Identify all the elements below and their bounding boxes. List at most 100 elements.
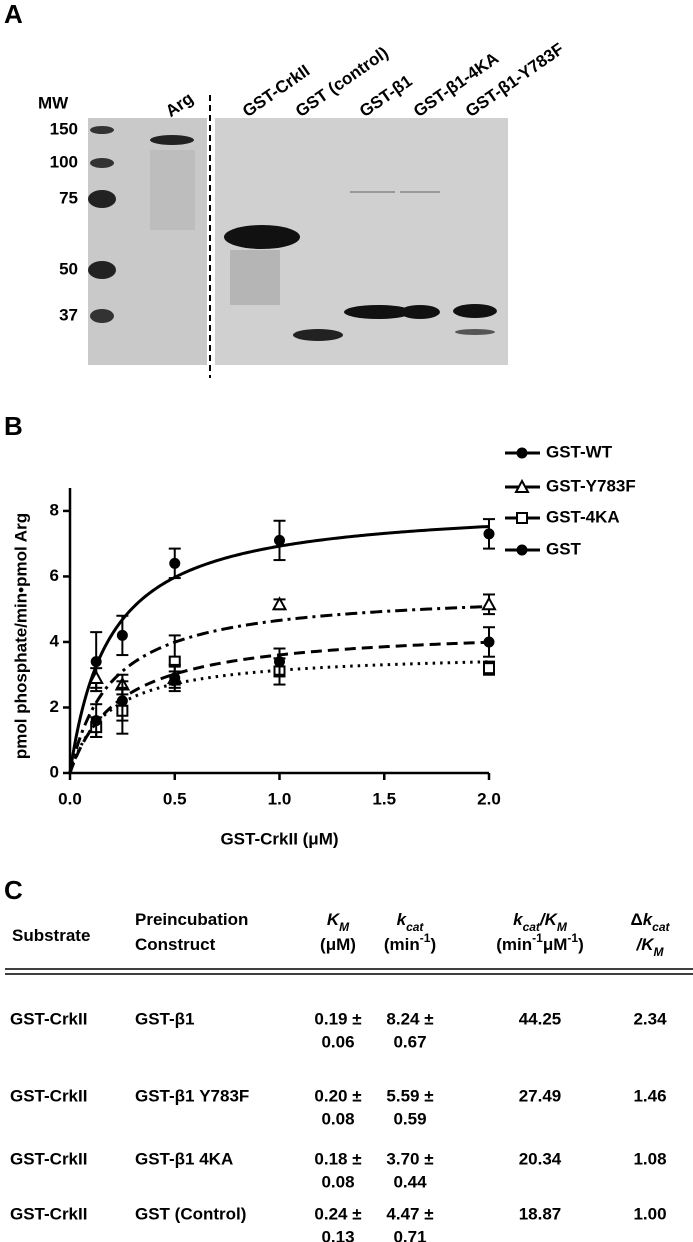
x-tick-label: 0.5: [163, 789, 187, 808]
mw-label: 50: [59, 259, 78, 278]
table-cell: 2.34: [633, 1009, 667, 1028]
header-run: K: [327, 910, 341, 929]
marker-triangle: [88, 669, 104, 684]
table-cell: 0.71: [393, 1227, 426, 1242]
marker-square: [483, 662, 495, 675]
table-cell: 0.08: [321, 1109, 354, 1128]
header-run: k: [643, 910, 654, 929]
x-axis-title: GST-CrkII (μM): [220, 829, 338, 848]
table-cell: 0.08: [321, 1172, 354, 1191]
header-run: /K: [539, 910, 559, 929]
mw-labels: 150 100 75 50 37: [50, 119, 78, 324]
y-tick-label: 8: [50, 500, 59, 519]
table-cell: 4.47 ±: [386, 1204, 433, 1223]
table-cell: 8.24 ±: [386, 1009, 433, 1028]
mw-label: 150: [50, 119, 78, 138]
header-run: M: [654, 945, 665, 959]
legend-marker: [516, 544, 528, 556]
table-cell: GST (Control): [135, 1204, 246, 1223]
header-cell: kcat: [397, 910, 425, 934]
y-tick-label: 6: [50, 566, 59, 585]
legend-marker: [516, 447, 528, 459]
x-tick-label: 1.5: [372, 789, 396, 808]
table-cell: 0.44: [393, 1172, 427, 1191]
table-cell: 3.70 ±: [386, 1149, 433, 1168]
marker-circle: [169, 672, 181, 684]
legend-label: GST-Y783F: [546, 476, 636, 495]
table-cell: 0.20 ±: [314, 1086, 361, 1105]
x-tick-label: 2.0: [477, 789, 501, 808]
table-cell: 20.34: [519, 1149, 562, 1168]
header-run: k: [513, 910, 524, 929]
header-run: k: [397, 910, 408, 929]
mw-label: 37: [59, 305, 78, 324]
legend-label: GST: [546, 539, 582, 558]
table-cell: GST-β1 Y783F: [135, 1086, 249, 1105]
table-cell: 18.87: [519, 1204, 562, 1223]
x-tick-label: 0.0: [58, 789, 82, 808]
header-run: cat: [523, 920, 541, 934]
header-run: μM: [543, 935, 568, 954]
x-tick-label: 1.0: [268, 789, 292, 808]
table-cell: 5.59 ±: [386, 1086, 433, 1105]
mw-label: 75: [59, 188, 78, 207]
marker-circle: [274, 534, 285, 546]
header-run: ): [578, 935, 584, 954]
header-cell: (min-1μM-1): [496, 931, 583, 954]
legend-marker: [516, 512, 528, 524]
lane-label: GST-β1: [356, 71, 416, 121]
y-axis-title: pmol phosphate/min•pmol Arg: [11, 513, 30, 759]
header-run: (min: [384, 935, 420, 954]
y-tick-label: 2: [50, 697, 59, 716]
table-cell: 44.25: [519, 1009, 562, 1028]
table-cell: 1.00: [633, 1204, 666, 1223]
marker-circle: [169, 557, 181, 569]
marker-circle: [274, 656, 285, 668]
table-cell: GST-β1 4KA: [135, 1149, 233, 1168]
marker-circle: [116, 695, 128, 707]
header-cell: Preincubation: [135, 910, 248, 929]
header-run: Δ: [630, 910, 642, 929]
legend-marker: [514, 478, 530, 493]
header-run: M: [557, 920, 568, 934]
panel-label: C: [4, 875, 23, 905]
mw-title: MW: [38, 93, 69, 112]
legend-label: GST-WT: [546, 442, 613, 461]
header-run: -1: [567, 931, 578, 945]
marker-circle: [483, 636, 495, 648]
header-cell: (min-1): [384, 931, 436, 954]
table-cell: 0.18 ±: [314, 1149, 361, 1168]
fit-curve: [68, 605, 490, 774]
table-cell: 0.13: [321, 1227, 354, 1242]
header-cell: Substrate: [12, 926, 90, 945]
header-cell: KM: [327, 910, 350, 934]
gel: [88, 118, 508, 365]
table-cell: GST-β1: [135, 1009, 195, 1028]
lane-label: Arg: [162, 89, 197, 121]
header-run: (min: [496, 935, 532, 954]
marker-triangle: [481, 596, 497, 611]
table-cell: GST-CrkII: [10, 1204, 87, 1223]
table-cell: 0.06: [321, 1032, 354, 1051]
header-run: (μM): [320, 935, 356, 954]
header-run: ): [430, 935, 436, 954]
table-cell: 0.24 ±: [314, 1204, 361, 1223]
header-run: Preincubation: [135, 910, 248, 929]
header-run: Substrate: [12, 926, 90, 945]
header-run: -1: [532, 931, 543, 945]
header-cell: (μM): [320, 935, 356, 954]
panel-label: B: [4, 411, 23, 441]
header-run: Construct: [135, 935, 216, 954]
header-run: /K: [636, 935, 656, 954]
header-cell: Δkcat: [630, 910, 670, 934]
header-run: M: [339, 920, 350, 934]
header-run: -1: [420, 931, 431, 945]
chart: B 0 2 4 6 8 0.0 0.5 1.0 1.5 2.0 GST-CrkII (μM) pmol …: [4, 411, 636, 849]
header-run: cat: [652, 920, 670, 934]
mw-label: 100: [50, 152, 78, 171]
header-cell: /KM: [636, 935, 665, 959]
y-tick-label: 4: [50, 631, 60, 650]
table-cell: 0.59: [393, 1109, 426, 1128]
